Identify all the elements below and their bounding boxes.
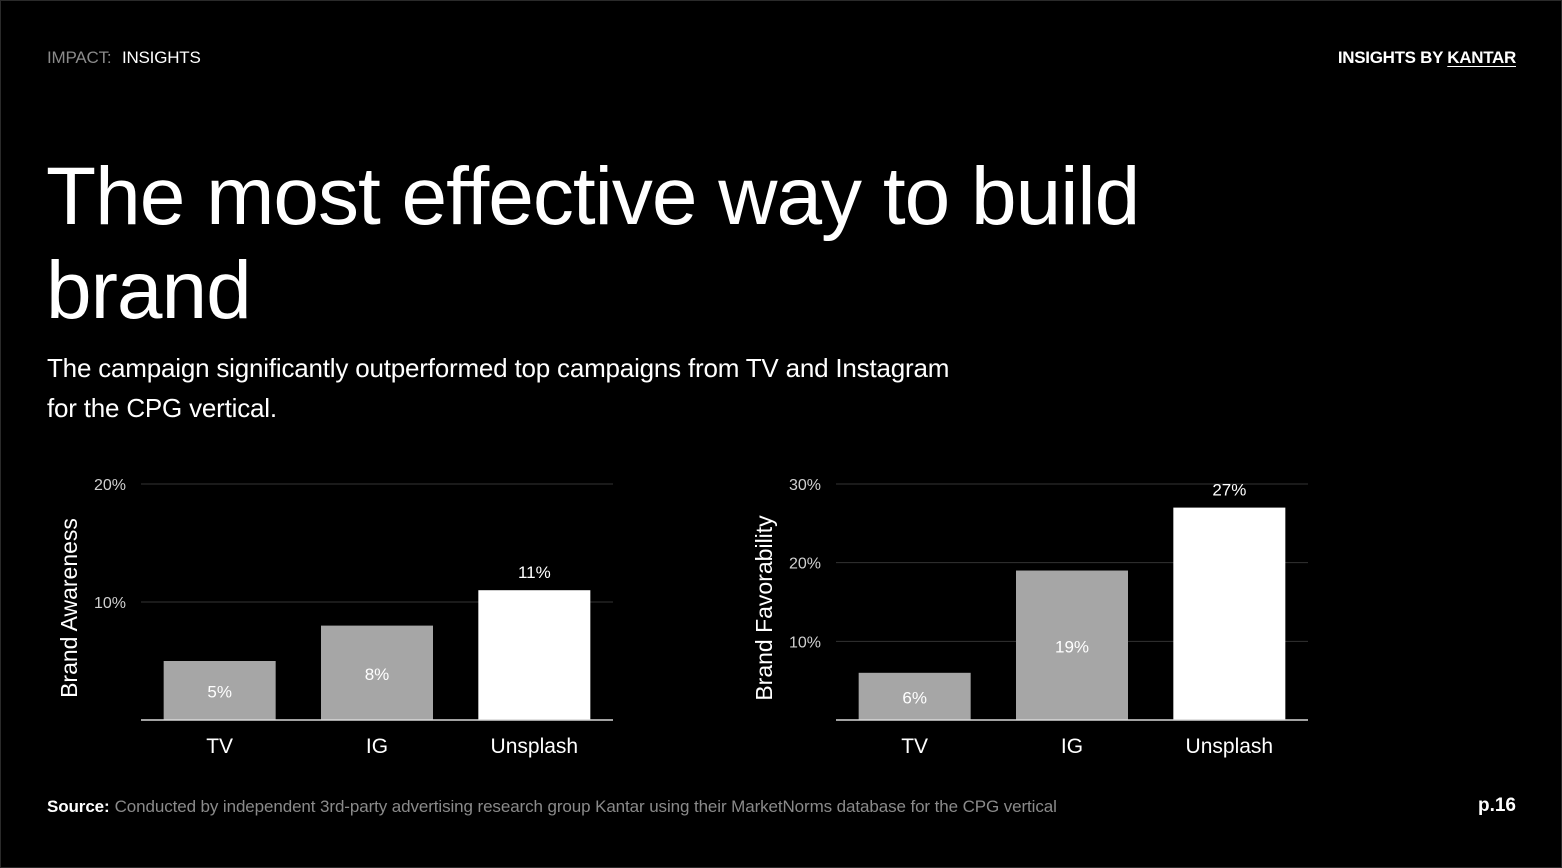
brand-favorability-category-label: TV xyxy=(901,735,928,758)
breadcrumb-current: INSIGHTS xyxy=(121,48,201,67)
brand-awareness-bar-unsplash xyxy=(478,590,591,720)
brand-awareness-category-label: Unsplash xyxy=(491,735,579,758)
brand-favorability-bar-tv xyxy=(858,672,971,720)
brand-awareness-data-label: 8% xyxy=(365,665,390,684)
source-text: Conducted by independent 3rd-party adver… xyxy=(114,797,1057,816)
brand-favorability-data-label: 27% xyxy=(1212,481,1246,500)
brand-awareness-data-label: 11% xyxy=(518,563,551,582)
source-note: Source: Conducted by independent 3rd-part… xyxy=(47,797,1057,817)
kantar-link[interactable]: KANTAR xyxy=(1447,48,1516,67)
page-number: p.16 xyxy=(1477,795,1516,816)
brand-favorability-ylabel: Brand Favorability xyxy=(751,515,777,701)
breadcrumb: IMPACT: INSIGHTS xyxy=(47,48,201,68)
brand-favorability-data-label: 19% xyxy=(1055,637,1089,656)
brand-awareness-ytick-label: 20% xyxy=(94,477,126,494)
brand-awareness-chart: 10% 20% Brand Awareness 5% TV 8% IG 11% Unsplash xyxy=(46,460,626,770)
brand-favorability-ytick-label: 10% xyxy=(789,634,821,651)
page-subtitle: The campaign significantly outperformed … xyxy=(47,353,950,423)
brand-favorability-chart-svg: 10% 20% 30% Brand Favorability 6% TV 19% IG 27% U… xyxy=(751,477,1308,758)
breadcrumb-section[interactable]: IMPACT: xyxy=(47,48,112,67)
attribution: INSIGHTS BY KANTAR xyxy=(1338,48,1516,68)
brand-favorability-category-label: IG xyxy=(1061,735,1083,758)
brand-awareness-category-label: TV xyxy=(206,735,233,758)
brand-favorability-category-label: Unsplash xyxy=(1186,735,1274,758)
source-label: Source: xyxy=(47,797,110,816)
brand-favorability-data-label: 6% xyxy=(902,688,927,707)
brand-favorability-chart: 10% 20% 30% Brand Favorability 6% TV 19% IG 27% U… xyxy=(741,460,1321,770)
brand-awareness-bar-ig xyxy=(321,625,433,720)
page-title: The most effective way to build brand xyxy=(46,151,1140,336)
attribution-prefix: INSIGHTS BY xyxy=(1337,48,1448,67)
brand-awareness-category-label: IG xyxy=(366,735,388,758)
brand-awareness-data-label: 5% xyxy=(207,683,232,702)
brand-favorability-bar-ig xyxy=(1016,570,1128,720)
brand-awareness-chart-svg: 10% 20% Brand Awareness 5% TV 8% IG 11% Unsplash xyxy=(56,477,613,758)
brand-favorability-bar-unsplash xyxy=(1173,507,1286,720)
brand-awareness-ytick-label: 10% xyxy=(94,595,126,612)
brand-favorability-ytick-label: 30% xyxy=(789,477,821,494)
brand-favorability-ytick-label: 20% xyxy=(789,556,821,573)
brand-awareness-bar-tv xyxy=(163,661,276,720)
brand-awareness-ylabel: Brand Awareness xyxy=(56,518,82,698)
